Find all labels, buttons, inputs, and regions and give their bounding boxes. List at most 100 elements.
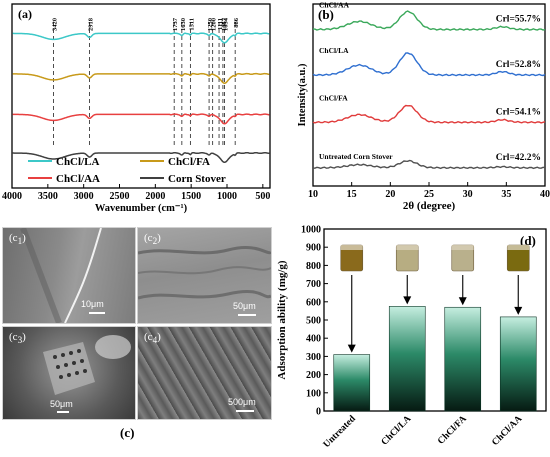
xrd-x-axis-label: 2θ (degree) (403, 200, 456, 212)
legend-label-chcl-aa: ChCl/AA (56, 173, 100, 185)
adsorption-y-axis-label: Adsorption ability (mg/g) (276, 260, 288, 380)
ftir-x-tick-label: 500 (255, 191, 270, 202)
bar-y-tick-label: 400 (306, 334, 321, 345)
sem-porous-structure (43, 335, 131, 395)
scale-text-c1: 10μm (81, 299, 104, 309)
ftir-x-tick-label: 1000 (217, 191, 237, 202)
bar-y-tick-label: 900 (306, 243, 321, 254)
adsorption-chart: (d) Adsorption ability (mg/g) 0 100 200 300… (276, 225, 547, 451)
sem-label-c3: (c3) (9, 331, 26, 346)
xrd-crl-label: Crl=52.8% (496, 60, 541, 70)
xrd-x-tick-label: 25 (424, 189, 434, 200)
bar-category-label: ChCl/FA (436, 414, 469, 447)
xrd-series-label: ChCl/AA (319, 0, 350, 9)
ftir-x-axis-label: Wavenumber (cm⁻¹) (95, 203, 188, 214)
bar (444, 306, 482, 412)
xrd-crl-label: Crl=42.2% (496, 153, 541, 163)
sample-vial-cap (340, 245, 363, 250)
arrow-head (347, 344, 356, 353)
ftir-peak-label: 886 (233, 17, 240, 28)
ftir-x-tick-label: 2500 (110, 191, 130, 202)
ftir-x-tick-label: 3000 (74, 191, 94, 202)
sem-label-c4: (c4) (144, 331, 161, 346)
ftir-x-tick-label: 4000 (2, 191, 22, 202)
bar (333, 354, 371, 412)
ftir-series-line (12, 113, 270, 125)
xrd-x-tick-label: 20 (385, 189, 395, 200)
bar-y-tick-label: 200 (306, 370, 321, 381)
legend-chcl-aa: ChCl/AA (28, 173, 100, 185)
sample-vial-cap (451, 245, 474, 250)
scale-text-c4: 500μm (228, 397, 256, 407)
ftir-panel-label: (a) (18, 7, 32, 21)
sem-panel: (c1) 10μm (c2) 50μm (c3) 50μm (c4) 500μm (0, 227, 272, 457)
legend-chcl-la: ChCl/LA (28, 156, 99, 168)
xrd-panel-label: (b) (318, 7, 334, 22)
scale-bar-c3 (57, 411, 69, 413)
xrd-series-line (312, 104, 546, 124)
ftir-series-line (12, 72, 270, 84)
xrd-crl-label: Crl=54.1% (496, 107, 541, 117)
legend-chcl-fa: ChCl/FA (140, 156, 210, 168)
ftir-peak-label: 1630 (180, 18, 187, 31)
sem-surface-wrinkles (138, 246, 271, 300)
scale-text-c3: 50μm (50, 399, 73, 409)
sample-vial-cap (507, 245, 530, 250)
sem-image-c4: (c4) 500μm (137, 326, 272, 420)
ftir-peak-label: 1250 (207, 18, 214, 31)
xrd-x-tick-label: 10 (308, 189, 318, 200)
sem-image-c3: (c3) 50μm (2, 326, 136, 420)
bar-y-tick-label: 100 (306, 388, 321, 399)
bar (499, 316, 537, 412)
xrd-series-line (312, 159, 546, 170)
scale-bar-c4 (236, 410, 254, 412)
bar-y-tick-label: 1000 (301, 225, 321, 236)
sem-image-c2: (c2) 50μm (137, 227, 272, 324)
ftir-chart: (a) 342029181737163015111250120011111057… (2, 3, 271, 214)
sem-label-c2: (c2) (144, 232, 161, 247)
xrd-series-line (313, 10, 546, 31)
xrd-x-tick-label: 15 (347, 189, 357, 200)
sem-label-c1: (c1) (9, 232, 26, 247)
arrow-head (514, 306, 523, 315)
scale-text-c2: 50μm (233, 301, 256, 311)
bar-y-tick-label: 600 (306, 297, 321, 308)
arrow-head (458, 297, 467, 306)
ftir-series-line (12, 32, 270, 44)
ftir-x-tick-label: 1500 (181, 191, 201, 202)
bar (388, 306, 426, 412)
legend-corn-stover: Corn Stover (140, 173, 226, 185)
sem-panel-label: (c) (120, 425, 135, 440)
xrd-series-label: ChCl/LA (319, 46, 349, 55)
adsorption-panel-label: (d) (520, 233, 536, 248)
bar-y-tick-label: 500 (306, 316, 321, 327)
xrd-crl-label: Crl=55.7% (496, 14, 541, 24)
ftir-peak-label: 3420 (52, 18, 59, 31)
ftir-peak-label: 1511 (188, 18, 195, 31)
sem-image-c1: (c1) 10μm (2, 227, 136, 324)
xrd-x-tick-label: 35 (501, 189, 511, 200)
ftir-plot-frame (11, 3, 271, 189)
bar-y-tick-label: 700 (306, 279, 321, 290)
bar-y-tick-label: 300 (306, 352, 321, 363)
ftir-x-tick-label: 3500 (38, 191, 58, 202)
bar-y-tick-label: 0 (316, 407, 321, 418)
sem-fiber-crack (20, 228, 102, 323)
ftir-peak-label: 2918 (88, 17, 95, 31)
xrd-series-line (312, 52, 546, 77)
xrd-series-label: Untreated Corn Stover (319, 152, 393, 161)
xrd-chart: (b) Intensity(a.u.) ChCl/AA Crl=55.7% ChCl… (297, 0, 550, 212)
ftir-peak-label: 1034 (223, 17, 230, 31)
xrd-x-tick-label: 40 (540, 189, 550, 200)
sample-vial-cap (396, 245, 419, 250)
legend-label-corn-stover: Corn Stover (168, 173, 226, 185)
legend-label-chcl-fa: ChCl/FA (168, 156, 210, 168)
xrd-x-tick-label: 30 (463, 189, 473, 200)
bar-category-label: ChCl/LA (380, 414, 414, 448)
ftir-series-line (12, 151, 270, 164)
scale-bar-c1 (89, 312, 105, 314)
xrd-series-label: ChCl/FA (319, 93, 348, 102)
bar-category-label: ChCl/AA (490, 414, 524, 448)
bar-category-label: Untreated (322, 414, 359, 451)
ftir-x-tick-label: 2000 (145, 191, 165, 202)
